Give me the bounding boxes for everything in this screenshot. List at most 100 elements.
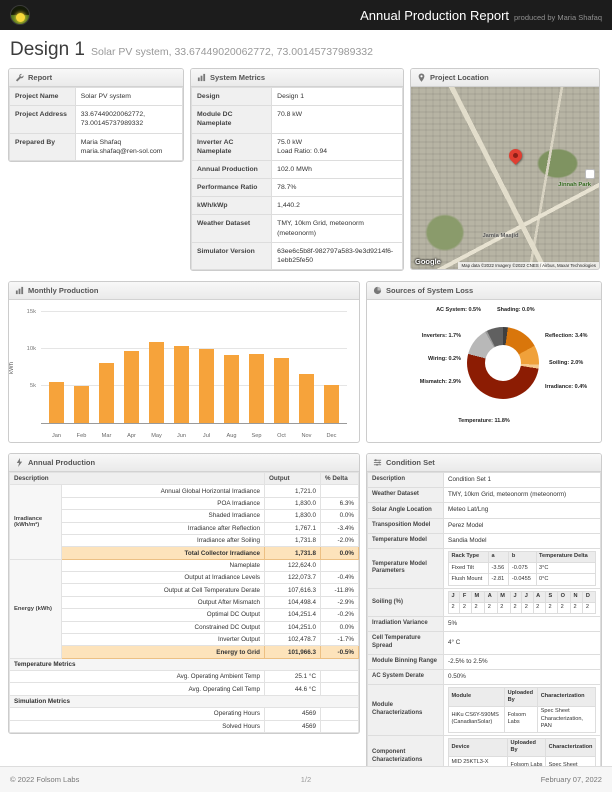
nested-row: HiKu CS6Y-590MS (CanadianSolar) Folsom La… [447,705,596,733]
description-cell: Avg. Operating Cell Temp [9,682,265,696]
google-logo: Google [415,257,441,266]
output-cell: 25.1 °C [264,670,321,684]
nested-col-header: Rack Type [448,550,489,564]
nested-col-header: Uploaded By [504,687,539,707]
nested-col-header: S [545,590,559,603]
nested-row: Fixed Tilt -3.56 -0.075 3°C [448,562,597,575]
project-location-map[interactable]: Jinnah Park Jamia Masjid Google Map data… [411,87,599,269]
table-row: Solar Angle Location Meteo Lat/Lng [367,502,601,519]
description-cell: Inverter Output [61,632,265,647]
output-cell: 102,478.7 [264,632,321,647]
output-cell: 1,731.8 [264,533,321,548]
nested-col-header: F [459,590,472,603]
nested-col-header: Characterization [537,687,596,707]
table-row: Irradiation Variance 5% [367,616,601,633]
bar-column [44,312,69,424]
bar-column [144,312,169,424]
panel-title: Project Location [430,73,489,82]
description-cell: Output at Irradiance Levels [61,571,265,585]
condition-value: TMY, 10km Grid, meteonorm (meteonorm) [443,487,601,504]
table-row: Operating Hours 4569 [9,707,359,721]
map-pin [506,146,525,165]
delta-cell [320,558,359,573]
table-row: Shaded Irradiance 1,830.0 0.0% [10,509,359,523]
output-cell: 107,616.3 [264,583,321,597]
design-title: Design 1 [10,39,85,60]
loss-label: Mismatch: 2.9% [419,379,461,386]
table-row: Module Characterizations Module Uploaded B… [367,684,601,736]
annual-production-panel-header: Annual Production [9,454,359,473]
nested-col-header: Module [447,687,506,707]
table-row: Output at Cell Temperature Derate 107,616… [10,583,359,597]
header-row: Description Output% Delta [9,472,359,486]
kv-label: Annual Production [191,159,273,180]
delta-cell [320,670,359,684]
group-cell: Irradiance (kWh/m²) [9,484,62,560]
kv-label: Simulator Version [191,241,273,271]
nested-cell: 2 [484,601,498,615]
condition-set-grid: Description Condition Set 1 Weather Datase… [367,472,601,779]
nested-col-header: M [496,590,511,603]
kv-value: Solar PV system [74,86,183,107]
grid-line [41,348,347,350]
x-tick-label: Nov [301,433,312,440]
kv-label: Design [191,86,273,107]
loss-label: Shading: 0.0% [497,307,535,314]
nested-col-header: b [508,550,537,564]
project-location-panel-header: Project Location [411,69,599,87]
bar-column [69,312,94,424]
kv-label: Project Address [9,105,76,134]
delta-cell [320,484,359,498]
condition-label: Soiling (%) [367,587,444,618]
output-cell: 122,073.7 [264,571,321,585]
description-cell: Constrained DC Output [61,620,265,634]
description-cell: Annual Global Horizontal Irradiance [61,484,265,498]
kv-table: Design Design 1 Module DC Nameplate 70.8 kW… [191,86,403,271]
bar-column [194,312,219,424]
table-row: Module Binning Range -2.5% to 2.5% [367,654,601,671]
row-summary: Report Project Name Solar PV system Projec… [8,68,604,272]
table-row: Temperature Model Sandia Model [367,532,601,549]
condition-label: AC System Derate [367,669,444,686]
annual-production-table: Description Output% Delta Irradiance (kWh/… [9,472,359,733]
output-cell: 1,721.0 [264,484,321,498]
panel-title: System Metrics [210,73,266,82]
kv-row: Performance Ratio 78.7% [191,178,403,198]
bar-column [119,312,144,424]
description-cell: Energy to Grid [61,645,265,659]
col-header-delta: % Delta [320,472,359,486]
panel-title: Report [28,73,53,82]
kv-row: Annual Production 102.0 MWh [191,159,403,180]
nested-cell: 2 [582,601,596,615]
nested-cell: 2 [509,601,523,615]
table-row: Temperature Model Parameters Rack Type a b T… [367,547,601,589]
monthly-production-chart: kWh 5k 10k 15k Jan Feb Mar Apr May Jun Jul Aug Sep… [9,300,359,442]
top-bar: Annual Production Report produced by Mar… [0,0,612,30]
description-cell: Irradiance after Reflection [61,521,265,535]
table-row: Optimal DC Output 104,251.4 -0.2% [10,608,359,622]
wrench-icon [15,73,24,82]
table-row: Irradiance after Soiling 1,731.8 -2.0% [10,533,359,548]
section-header-row: Temperature Metrics [9,657,359,672]
monthly-production-plot: 5k 10k 15k [27,309,347,425]
loss-donut [467,327,539,400]
delta-cell: -0.4% [320,571,359,585]
nested-cell: Fixed Tilt [448,562,489,575]
table-row: Solved Hours 4569 [9,719,359,733]
condition-set-panel-header: Condition Set [367,454,601,473]
kv-row: Design Design 1 [191,86,403,107]
kv-row: Weather Dataset TMY, 10km Grid, meteonorm… [191,214,403,243]
y-tick-label: 10k [26,346,36,353]
loss-chart: AC System: 0.5% Shading: 0.0% Reflection: … [367,300,601,442]
description-cell: Output at Cell Temperature Derate [61,583,265,597]
map-control[interactable] [585,168,595,179]
kv-value: 78.7% [271,178,403,198]
nested-col-header: J [521,590,534,603]
kv-value: 70.8 kW [271,105,403,134]
bar-may [149,341,164,424]
system-metrics-table: Design Design 1 Module DC Nameplate 70.8 kW… [191,86,403,271]
description-cell: Nameplate [61,558,265,573]
footer-date: February 07, 2022 [540,775,602,784]
table-row: Avg. Operating Ambient Temp 25.1 °C [9,670,359,684]
